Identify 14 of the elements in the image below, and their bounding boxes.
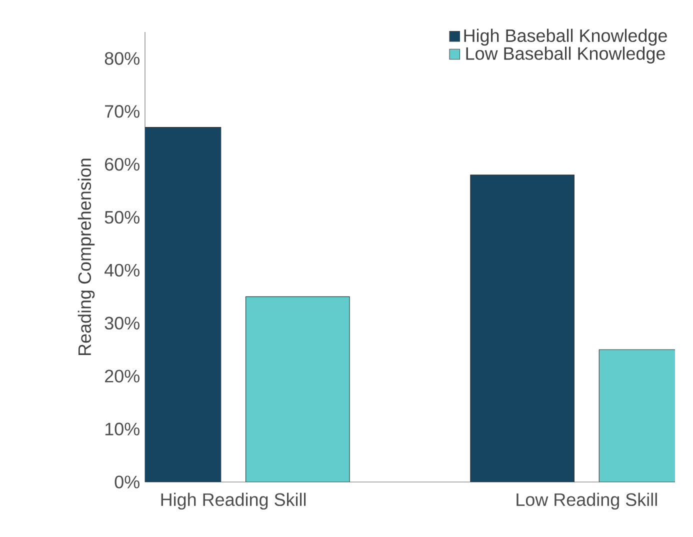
y-tick-label: 0% bbox=[114, 476, 140, 488]
x-tick-label: High Reading Skill bbox=[161, 492, 306, 510]
y-tick-label: 70% bbox=[105, 105, 140, 118]
y-tick-label: 20% bbox=[105, 370, 140, 382]
legend-label: High Baseball Knowledge bbox=[464, 28, 667, 46]
y-tick-label: 40% bbox=[104, 264, 140, 277]
legend-label: Low Baseball Knowledge bbox=[466, 46, 665, 64]
x-tick-label: Low Reading Skill bbox=[516, 492, 657, 510]
y-tick-label: 50% bbox=[104, 210, 140, 224]
y-tick-label: 30% bbox=[104, 316, 140, 330]
y-axis-title: Reading Comprehension bbox=[78, 158, 95, 356]
y-tick-label: 10% bbox=[105, 422, 140, 436]
y-tick-label: 80% bbox=[104, 52, 140, 65]
y-tick-label: 60% bbox=[105, 158, 140, 171]
